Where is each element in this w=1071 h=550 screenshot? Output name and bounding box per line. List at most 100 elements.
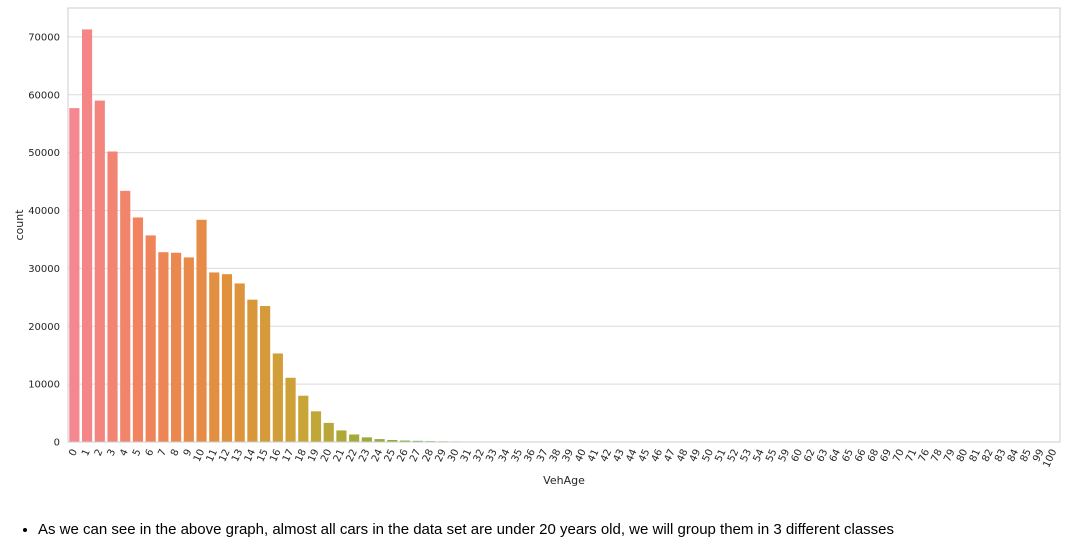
bar	[336, 430, 347, 442]
bar	[387, 439, 398, 442]
bar	[310, 411, 322, 442]
x-tick-label: 13	[230, 448, 245, 464]
x-tick-label: 65	[841, 448, 856, 464]
bar	[399, 440, 411, 442]
bar	[374, 439, 385, 442]
x-axis-label: VehAge	[543, 474, 585, 487]
bar	[323, 422, 334, 442]
x-tick-label: 60	[790, 448, 805, 464]
x-tick-label: 47	[662, 448, 677, 464]
x-tick-label: 51	[713, 448, 728, 464]
x-tick-label: 99	[1031, 448, 1046, 464]
bar	[69, 108, 80, 442]
x-tick-label: 43	[612, 448, 627, 464]
gridlines	[68, 36, 1060, 443]
x-tick-label: 29	[434, 448, 449, 464]
x-tick-label: 45	[637, 448, 652, 464]
x-tick-label: 12	[217, 448, 232, 464]
x-tick-label: 49	[688, 448, 703, 464]
y-axis-label: count	[13, 209, 26, 241]
y-tick-label: 0	[54, 438, 60, 449]
x-tick-label: 32	[472, 448, 487, 464]
x-tick-label: 25	[383, 448, 398, 464]
x-tick-label: 28	[421, 448, 436, 464]
x-tick-label: 7	[156, 448, 169, 458]
x-tick-label: 48	[675, 448, 690, 464]
y-tick-label: 60000	[28, 90, 60, 101]
bar	[81, 29, 93, 442]
bar	[158, 252, 169, 442]
y-tick-label: 20000	[28, 322, 60, 333]
x-tick-label: 30	[446, 448, 461, 464]
bar	[94, 100, 105, 442]
x-tick-label: 42	[599, 448, 614, 464]
x-tick-label: 44	[624, 448, 639, 464]
x-tick-label: 100	[1041, 448, 1059, 470]
bar	[171, 252, 182, 442]
x-tick-label: 34	[497, 448, 512, 464]
bar	[260, 306, 271, 442]
y-tick-label: 40000	[28, 206, 60, 217]
x-tick-label: 8	[169, 448, 182, 458]
bar	[298, 395, 309, 442]
bar	[285, 377, 296, 442]
x-tick-label: 78	[930, 448, 945, 464]
bar	[247, 299, 258, 442]
x-tick-label: 79	[942, 448, 957, 464]
x-tick-label: 33	[484, 448, 499, 464]
x-tick-label: 46	[650, 448, 665, 464]
x-tick-label: 14	[243, 448, 258, 464]
x-tick-label: 5	[131, 448, 144, 458]
x-tick-label: 36	[523, 448, 538, 464]
bar	[221, 274, 233, 442]
x-tick-label: 27	[408, 448, 423, 464]
x-tick-labels: 0 1 2 3 4 5 6 7 8 9101112131415161718192021222324…	[67, 448, 1059, 470]
x-tick-label: 10	[192, 448, 207, 464]
x-tick-label: 6	[144, 448, 157, 458]
bar	[145, 235, 156, 442]
bar	[234, 283, 245, 442]
x-tick-label: 31	[459, 448, 474, 464]
x-tick-label: 50	[701, 448, 716, 464]
x-tick-label: 83	[993, 448, 1008, 464]
x-tick-label: 17	[281, 448, 296, 464]
x-tick-label: 19	[306, 448, 321, 464]
bar	[349, 434, 360, 442]
bar	[183, 257, 194, 442]
bar	[196, 219, 207, 442]
x-tick-label: 37	[535, 448, 550, 464]
x-tick-label: 76	[917, 448, 932, 464]
x-tick-label: 9	[182, 448, 195, 458]
x-tick-label: 18	[294, 448, 309, 464]
x-tick-label: 84	[1006, 448, 1021, 464]
x-tick-label: 38	[548, 448, 563, 464]
x-tick-label: 23	[357, 448, 372, 464]
plot-frame	[67, 7, 1061, 443]
bar	[272, 353, 283, 442]
x-tick-label: 4	[118, 448, 131, 458]
x-tick-label: 62	[802, 448, 817, 464]
bars	[69, 29, 1059, 442]
x-tick-label: 64	[828, 448, 843, 464]
x-tick-label: 66	[853, 448, 868, 464]
bar	[412, 440, 423, 442]
x-tick-label: 11	[205, 448, 220, 464]
x-tick-label: 39	[561, 448, 576, 464]
x-tick-label: 53	[739, 448, 754, 464]
x-tick-label: 0	[67, 448, 80, 458]
x-tick-label: 2	[93, 448, 106, 458]
x-tick-label: 70	[891, 448, 906, 464]
y-tick-label: 30000	[28, 264, 60, 275]
x-tick-label: 85	[1019, 448, 1034, 464]
x-tick-label: 63	[815, 448, 830, 464]
bar	[361, 437, 372, 442]
y-tick-labels: 0 10000 20000 30000 40000 50000 60000 70000	[28, 32, 60, 448]
x-tick-label: 69	[879, 448, 894, 464]
bar	[107, 151, 118, 442]
x-tick-label: 1	[80, 448, 93, 458]
x-tick-label: 3	[106, 448, 119, 458]
x-tick-label: 80	[955, 448, 970, 464]
bar	[132, 217, 144, 442]
